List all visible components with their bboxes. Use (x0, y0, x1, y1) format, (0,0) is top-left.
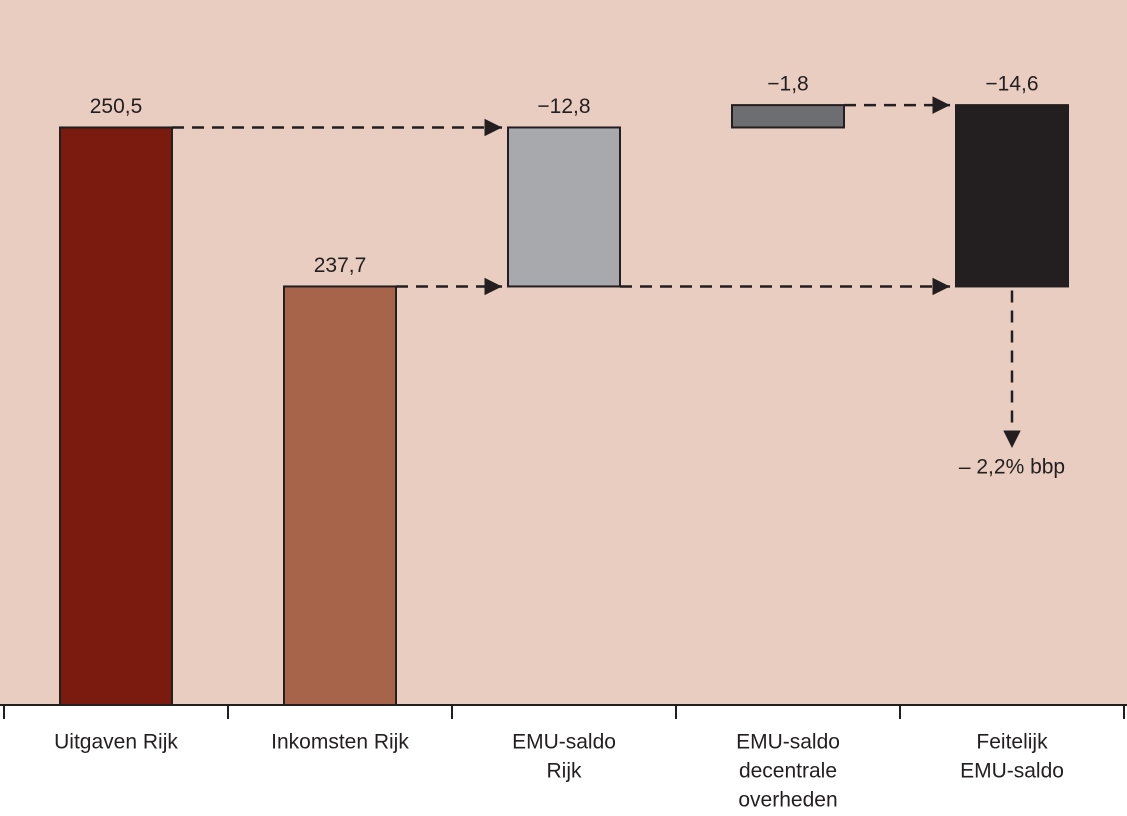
x-tick-label: EMU-saldo (736, 731, 840, 754)
bar (283, 285, 397, 706)
x-tick-label: Rijk (547, 760, 582, 783)
x-tick-label: Uitgaven Rijk (54, 731, 178, 754)
x-tick-label: decentrale (739, 760, 837, 783)
value-label: −1,8 (767, 73, 808, 96)
x-tick-label: Feitelijk (976, 731, 1048, 754)
annotation: – 2,2% bbp (959, 456, 1065, 479)
bar (955, 104, 1069, 288)
x-tick-label: overheden (738, 789, 837, 812)
plot-background (0, 0, 1127, 705)
bar (59, 126, 173, 707)
x-tick-label: Inkomsten Rijk (271, 731, 409, 754)
x-tick-label: EMU-saldo (512, 731, 616, 754)
bar (507, 126, 621, 288)
x-tick-label: EMU-saldo (960, 760, 1064, 783)
value-label: 250,5 (90, 95, 143, 118)
value-label: −14,6 (985, 73, 1038, 96)
value-label: −12,8 (537, 95, 590, 118)
bar (731, 104, 845, 129)
value-label: 237,7 (314, 254, 367, 277)
